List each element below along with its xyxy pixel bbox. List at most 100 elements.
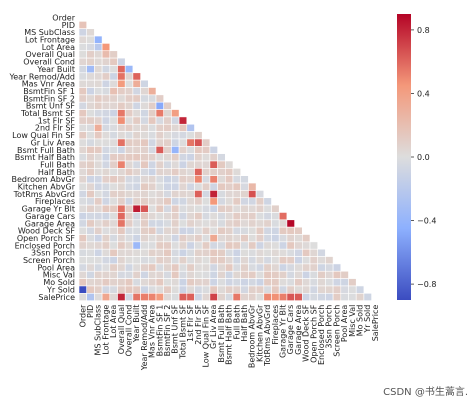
heatmap-cell xyxy=(148,160,157,169)
heatmap-cell xyxy=(201,160,211,169)
heatmap-cell xyxy=(194,138,203,147)
heatmap-cell xyxy=(186,138,195,147)
heatmap-cell xyxy=(317,256,326,265)
heatmap-cell xyxy=(155,219,164,228)
heatmap-cell xyxy=(78,116,87,125)
heatmap-cell xyxy=(78,197,87,206)
heatmap-cell xyxy=(171,146,180,154)
heatmap-cell xyxy=(263,241,272,250)
heatmap-cell xyxy=(78,168,87,177)
heatmap-cell xyxy=(94,138,103,147)
heatmap-cell xyxy=(209,168,218,177)
heatmap-cell xyxy=(109,204,118,213)
heatmap-cell xyxy=(101,248,111,257)
heatmap-cell xyxy=(171,123,180,132)
column-label: Misc Val xyxy=(348,305,357,337)
heatmap-cell xyxy=(278,292,288,301)
heatmap-cell xyxy=(186,270,195,279)
heatmap-cell xyxy=(101,226,111,235)
heatmap-cell xyxy=(124,146,134,154)
heatmap-cell xyxy=(86,50,95,59)
heatmap-cell xyxy=(225,285,234,294)
heatmap-cell xyxy=(178,123,188,132)
heatmap-cell xyxy=(117,204,126,213)
heatmap-cell xyxy=(163,197,172,206)
heatmap-cell xyxy=(86,43,95,52)
heatmap-cell xyxy=(124,79,134,88)
heatmap-cell xyxy=(78,204,87,213)
heatmap-cell xyxy=(232,168,241,177)
heatmap-cell xyxy=(132,79,141,88)
heatmap-cell xyxy=(132,263,141,272)
column-label: 3Ssn Porch xyxy=(325,305,334,349)
row-label: Kitchen AbvGr xyxy=(18,183,76,192)
heatmap-cell xyxy=(109,241,118,250)
heatmap-cell xyxy=(217,226,226,235)
heatmap-cell xyxy=(301,256,311,265)
heatmap-cell xyxy=(225,219,234,228)
heatmap-cell xyxy=(225,190,234,199)
heatmap-cell xyxy=(255,226,265,235)
heatmap-cell xyxy=(240,292,249,301)
heatmap-cell xyxy=(255,190,265,199)
column-label: 2nd Flr SF xyxy=(194,304,203,345)
heatmap-cell xyxy=(286,248,295,257)
heatmap-cell xyxy=(109,175,118,184)
heatmap-cell xyxy=(86,153,95,162)
heatmap-cell xyxy=(178,182,188,191)
heatmap-cell xyxy=(117,153,126,162)
heatmap-cell xyxy=(140,175,149,184)
heatmap-cell xyxy=(78,35,87,44)
heatmap-cell xyxy=(163,160,172,169)
heatmap-cell xyxy=(78,146,87,154)
heatmap-cell xyxy=(132,248,141,257)
heatmap-cell xyxy=(86,270,95,279)
heatmap-cell xyxy=(148,285,157,294)
row-label: Mas Vnr Area xyxy=(22,80,75,89)
heatmap-cell xyxy=(101,72,111,81)
heatmap-cell xyxy=(194,241,203,250)
heatmap-cell xyxy=(263,285,272,294)
heatmap-cell xyxy=(194,278,203,287)
column-label: 1st Flr SF xyxy=(186,304,195,342)
row-label: Garage Cars xyxy=(25,212,75,221)
heatmap-cell xyxy=(155,116,164,125)
heatmap-cell xyxy=(194,204,203,213)
heatmap-cell xyxy=(132,278,141,287)
heatmap-cell xyxy=(140,87,149,96)
heatmap-cell xyxy=(124,65,134,74)
heatmap-cell xyxy=(186,123,195,132)
heatmap-cell xyxy=(86,182,95,191)
heatmap-cell xyxy=(271,285,280,294)
heatmap-cell xyxy=(148,219,157,228)
heatmap-cell xyxy=(209,182,218,191)
heatmap-cell xyxy=(78,212,87,221)
heatmap-cell xyxy=(248,292,257,301)
heatmap-cell xyxy=(109,219,118,228)
heatmap-cell xyxy=(217,241,226,250)
heatmap-cell xyxy=(201,248,211,257)
heatmap-cell xyxy=(148,131,157,140)
heatmap-cell xyxy=(155,292,164,301)
heatmap-cell xyxy=(171,212,180,221)
column-label: Bsmt Full Bath xyxy=(217,305,226,363)
heatmap-cell xyxy=(240,219,249,228)
heatmap-cell xyxy=(155,138,164,147)
heatmap-cell xyxy=(132,197,141,206)
heatmap-cell xyxy=(225,292,234,301)
heatmap-cell xyxy=(255,241,265,250)
heatmap-cell xyxy=(294,256,303,265)
heatmap-cell xyxy=(124,263,134,272)
heatmap-cell xyxy=(278,219,288,228)
heatmap-cell xyxy=(171,234,180,243)
heatmap-cell xyxy=(355,292,365,301)
column-label: Bsmt Unf SF xyxy=(171,304,180,353)
heatmap-cell xyxy=(124,123,134,132)
heatmap-cell xyxy=(155,168,164,177)
heatmap-cell xyxy=(132,234,141,243)
heatmap-cell xyxy=(109,160,118,169)
heatmap-cell xyxy=(78,190,87,199)
heatmap-cell xyxy=(186,219,195,228)
heatmap-cell xyxy=(94,50,103,59)
heatmap-cell xyxy=(263,292,272,301)
